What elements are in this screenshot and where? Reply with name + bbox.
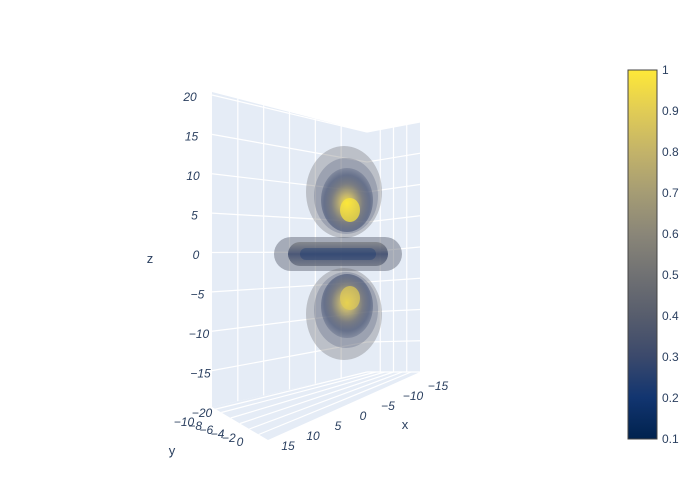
torus-core <box>288 242 388 266</box>
x-tick-label: 5 <box>335 419 342 433</box>
y-tick-label: −10 <box>174 415 195 429</box>
y-axis-ticks: −10−8−6−4−2 0 <box>174 415 244 449</box>
y-tick-label: −8 <box>188 419 202 433</box>
z-tick-label: 15 <box>185 130 199 144</box>
x-tick-label: 10 <box>306 429 320 443</box>
colorbar-tick-label: 0.3 <box>662 350 679 364</box>
y-tick-label: −4 <box>211 427 225 441</box>
z-grid-line <box>211 371 368 411</box>
x-tick-label: 15 <box>281 439 295 453</box>
colorbar: 1 0.9 0.8 0.7 0.6 0.5 0.4 0.3 0.2 0.1 <box>627 63 679 446</box>
floor-grid-line <box>239 371 394 425</box>
y-tick-label: −2 <box>222 431 236 445</box>
y-axis-title: y <box>169 443 176 458</box>
floor-grid-line <box>221 371 376 414</box>
x-axis-ticks: 15 10 5 0 −5 −10 −15 <box>281 379 448 453</box>
z-tick-label: −15 <box>190 367 211 381</box>
colorbar-tick-label: 1 <box>662 63 669 77</box>
z-tick-label: 10 <box>186 169 200 183</box>
z-tick-label: 20 <box>182 90 197 104</box>
x-tick-label: −10 <box>403 389 424 403</box>
colorbar-tick-label: 0.9 <box>662 104 679 118</box>
z-axis-ticks: 20 15 10 5 0 −5 −10 −15 −20 <box>182 90 212 420</box>
lower-lobe-peak <box>340 286 360 310</box>
z-tick-label: −20 <box>192 406 213 420</box>
z-tick-label: −10 <box>189 327 210 341</box>
colorbar-tick-label: 0.7 <box>662 186 679 200</box>
colorbar-tick-label: 0.2 <box>662 391 679 405</box>
volume-isosurfaces <box>274 146 402 360</box>
colorbar-ticks: 1 0.9 0.8 0.7 0.6 0.5 0.4 0.3 0.2 0.1 <box>662 63 679 446</box>
colorbar-tick-label: 0.6 <box>662 227 679 241</box>
z-tick-label: −5 <box>191 288 205 302</box>
colorbar-tick-label: 0.1 <box>662 432 679 446</box>
x-tick-label: −15 <box>428 379 449 393</box>
z-axis-title: z <box>147 251 154 266</box>
z-tick-label: 0 <box>193 248 200 262</box>
x-axis-title: x <box>402 417 409 432</box>
z-tick-label: 5 <box>191 209 198 223</box>
colorbar-tick-label: 0.8 <box>662 145 679 159</box>
floor-grid-line <box>230 371 385 419</box>
colorbar-tick-label: 0.5 <box>662 268 679 282</box>
colorbar-tick-label: 0.4 <box>662 309 679 323</box>
colorbar-gradient <box>627 69 658 440</box>
x-tick-label: 0 <box>360 409 367 423</box>
y-tick-label: −6 <box>200 423 214 437</box>
floor-grid-line <box>258 371 412 436</box>
floor-grid-line <box>249 371 403 430</box>
y-tick-label: 0 <box>237 435 244 449</box>
x-tick-label: −5 <box>381 399 395 413</box>
upper-lobe-peak <box>340 198 360 222</box>
torus-inner <box>300 248 376 260</box>
